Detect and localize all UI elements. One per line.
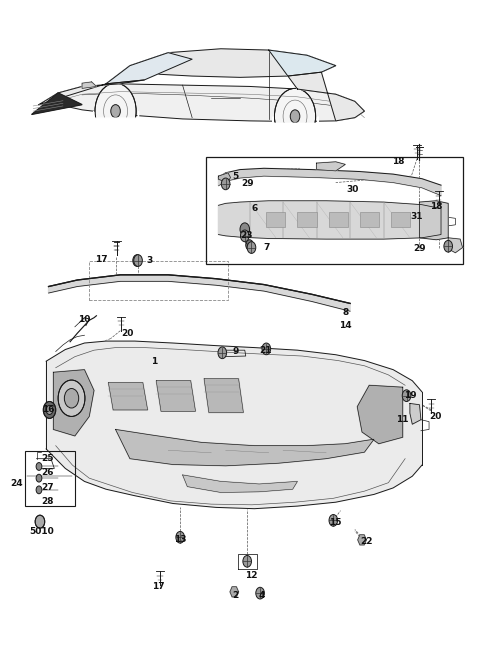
Polygon shape bbox=[230, 587, 239, 597]
Polygon shape bbox=[410, 404, 421, 424]
Bar bbox=[206, 157, 463, 264]
Circle shape bbox=[247, 242, 256, 253]
Polygon shape bbox=[53, 370, 94, 436]
Circle shape bbox=[36, 486, 42, 493]
Text: 20: 20 bbox=[429, 412, 442, 421]
Text: 30: 30 bbox=[346, 185, 359, 193]
Text: 17: 17 bbox=[152, 582, 165, 591]
Text: 15: 15 bbox=[329, 518, 342, 527]
Text: 16: 16 bbox=[42, 406, 55, 415]
Text: 10: 10 bbox=[78, 314, 91, 324]
Polygon shape bbox=[420, 201, 448, 240]
Polygon shape bbox=[48, 275, 350, 311]
Text: 19: 19 bbox=[404, 391, 416, 400]
Circle shape bbox=[35, 515, 45, 528]
Polygon shape bbox=[106, 49, 336, 84]
Bar bbox=[298, 212, 317, 227]
Text: 18: 18 bbox=[392, 158, 404, 166]
Circle shape bbox=[329, 514, 337, 526]
Text: 22: 22 bbox=[360, 536, 373, 546]
Polygon shape bbox=[204, 379, 243, 413]
Text: 13: 13 bbox=[174, 535, 186, 544]
Circle shape bbox=[64, 389, 79, 408]
Circle shape bbox=[275, 89, 316, 145]
Text: 12: 12 bbox=[245, 571, 257, 580]
Circle shape bbox=[402, 390, 411, 402]
Text: 31: 31 bbox=[411, 212, 423, 221]
Polygon shape bbox=[317, 162, 345, 171]
Text: 4: 4 bbox=[258, 590, 265, 600]
Text: 5010: 5010 bbox=[29, 527, 54, 536]
Text: 29: 29 bbox=[413, 244, 426, 253]
Text: 9: 9 bbox=[232, 347, 239, 356]
Circle shape bbox=[58, 380, 85, 417]
Circle shape bbox=[133, 255, 142, 266]
Circle shape bbox=[240, 230, 249, 242]
Polygon shape bbox=[39, 80, 144, 105]
Circle shape bbox=[176, 531, 184, 543]
Polygon shape bbox=[182, 475, 298, 492]
Polygon shape bbox=[82, 82, 96, 89]
Polygon shape bbox=[108, 383, 148, 410]
Circle shape bbox=[246, 240, 253, 250]
Circle shape bbox=[43, 402, 56, 419]
Text: 6: 6 bbox=[251, 204, 257, 213]
Text: 8: 8 bbox=[342, 308, 348, 317]
Polygon shape bbox=[448, 238, 463, 253]
Polygon shape bbox=[357, 385, 403, 444]
Circle shape bbox=[36, 463, 42, 471]
Circle shape bbox=[36, 475, 42, 482]
Text: 21: 21 bbox=[260, 346, 272, 355]
Text: 14: 14 bbox=[339, 321, 352, 330]
Bar bbox=[24, 451, 75, 506]
Text: 11: 11 bbox=[396, 415, 409, 424]
Circle shape bbox=[221, 178, 230, 189]
Text: 28: 28 bbox=[41, 497, 54, 506]
Text: 7: 7 bbox=[263, 243, 269, 252]
Text: 29: 29 bbox=[241, 180, 253, 188]
Polygon shape bbox=[106, 53, 192, 84]
Text: 24: 24 bbox=[10, 479, 23, 488]
Text: 18: 18 bbox=[430, 202, 443, 211]
Polygon shape bbox=[218, 173, 230, 182]
Bar bbox=[266, 212, 286, 227]
Text: 20: 20 bbox=[121, 329, 134, 338]
Polygon shape bbox=[46, 341, 422, 508]
Text: 5: 5 bbox=[232, 172, 239, 180]
Circle shape bbox=[262, 343, 271, 355]
Circle shape bbox=[218, 347, 227, 359]
Polygon shape bbox=[218, 169, 441, 195]
Polygon shape bbox=[32, 93, 82, 115]
Circle shape bbox=[46, 406, 53, 415]
Circle shape bbox=[134, 255, 143, 266]
Text: 1: 1 bbox=[151, 357, 157, 366]
Text: 23: 23 bbox=[240, 231, 253, 240]
Circle shape bbox=[95, 83, 136, 139]
Text: 17: 17 bbox=[95, 255, 108, 264]
Text: 3: 3 bbox=[146, 256, 152, 265]
Bar bbox=[328, 212, 348, 227]
Polygon shape bbox=[116, 430, 374, 466]
Text: 26: 26 bbox=[41, 469, 54, 477]
Polygon shape bbox=[39, 84, 364, 122]
Bar bbox=[391, 212, 410, 227]
Circle shape bbox=[243, 555, 252, 567]
Bar bbox=[89, 260, 228, 299]
Polygon shape bbox=[218, 201, 441, 239]
Polygon shape bbox=[269, 50, 336, 76]
Text: 27: 27 bbox=[41, 483, 54, 492]
Circle shape bbox=[111, 105, 120, 118]
Bar bbox=[360, 212, 379, 227]
Polygon shape bbox=[358, 535, 366, 545]
Polygon shape bbox=[156, 381, 195, 411]
Circle shape bbox=[444, 240, 453, 252]
Text: 25: 25 bbox=[41, 454, 54, 463]
Circle shape bbox=[240, 223, 250, 236]
Circle shape bbox=[290, 110, 300, 123]
Text: 2: 2 bbox=[232, 590, 239, 600]
Circle shape bbox=[256, 587, 264, 599]
Polygon shape bbox=[288, 72, 364, 121]
